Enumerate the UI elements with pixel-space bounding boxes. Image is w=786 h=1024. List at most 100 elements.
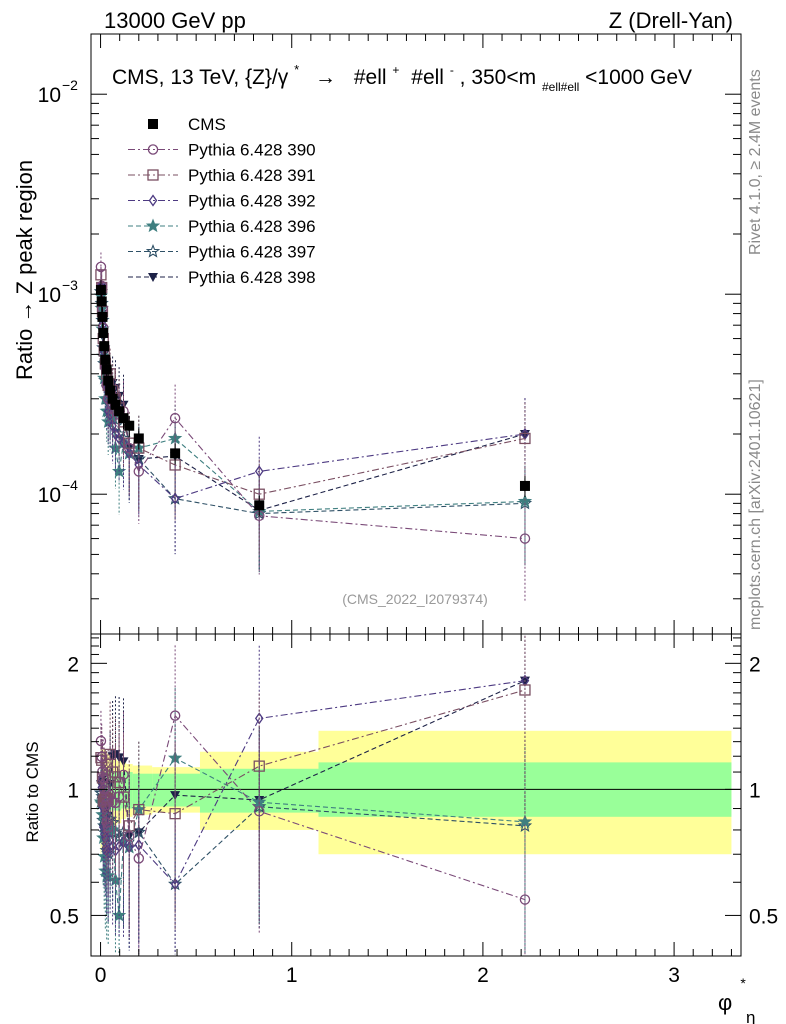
- ratio-tick-label: 1: [67, 779, 79, 802]
- y-tick-label: 10: [38, 484, 61, 507]
- series-line-6: [100, 287, 526, 511]
- legend-marker-3: [148, 194, 158, 207]
- x-tick-label: 0: [95, 964, 107, 987]
- ratio-bands: [100, 730, 732, 855]
- point-0-16: [254, 500, 265, 511]
- legend-label-3: Pythia 6.428 392: [188, 192, 316, 211]
- point-0-0: [95, 284, 106, 295]
- ratio-point-5-16: [252, 799, 267, 813]
- point-1-14: [133, 466, 145, 477]
- ratio-point-1-17: [519, 894, 531, 905]
- ratio-point-1-10: [110, 797, 121, 809]
- ratio-point-1-1: [96, 751, 107, 763]
- title-star: *: [294, 62, 299, 77]
- legend: CMS Pythia 6.428 390 Pythia 6.428 391 Pythi…: [128, 115, 316, 287]
- point-0-14: [133, 433, 144, 444]
- legend-marker-6: [148, 273, 158, 282]
- title-range-a: , 350<m: [460, 66, 536, 89]
- ratio-plot: 0 1 2 3 0.5 0.5 1 1 2 2: [50, 34, 778, 987]
- title-main: CMS, 13 TeV, {Z}/γ: [112, 66, 289, 89]
- point-0-13: [124, 420, 135, 431]
- ratio-point-1-3: [97, 773, 109, 784]
- y-ticks: 10−410−310−2: [38, 33, 741, 635]
- point-0-3: [98, 327, 109, 338]
- point-0-6: [101, 364, 112, 375]
- series-line-4: [100, 295, 525, 512]
- title-ell1: #ell: [354, 66, 387, 89]
- ratio-point-4-17: [517, 814, 533, 828]
- point-0-8: [105, 385, 116, 396]
- point-0-17: [519, 480, 530, 491]
- legend-marker-1: [147, 144, 159, 155]
- band-inner-14: [132, 773, 153, 807]
- ratio-point-1-6: [101, 817, 112, 828]
- ratio-point-1-7: [102, 822, 114, 833]
- title-range-b: <1000 GeV: [585, 66, 692, 89]
- point-0-10: [110, 399, 121, 410]
- legend-label-4: Pythia 6.428 396: [188, 217, 316, 236]
- x-axis-label-sub: η: [746, 1008, 755, 1024]
- ratio-point-1-12: [118, 769, 129, 781]
- series-4: [93, 281, 533, 571]
- ratio-series-line-2: [100, 689, 526, 828]
- series-line-3: [100, 285, 526, 500]
- y-axis-label: Ratio → Z peak region: [12, 160, 37, 380]
- legend-label-5: Pythia 6.428 397: [188, 243, 316, 262]
- title-minus: -: [450, 63, 454, 77]
- point-1-17: [519, 533, 531, 544]
- x-tick-label: 2: [477, 964, 489, 987]
- series-1: [95, 252, 531, 601]
- title-ell2: #ell: [411, 66, 444, 89]
- point-0-15: [170, 448, 181, 459]
- point-0-12: [118, 413, 129, 424]
- ratio-tick-label-right: 0.5: [749, 905, 778, 928]
- legend-marker-2: [147, 169, 159, 181]
- point-0-9: [107, 393, 118, 404]
- x-ticks: 0 1 2 3: [95, 34, 732, 987]
- series-3: [96, 271, 530, 555]
- chart-title: CMS, 13 TeV, {Z}/γ * → #ell + #ell - , 3…: [112, 56, 692, 96]
- ratio-tick-label-right: 2: [749, 653, 761, 676]
- title-sub: #ell#ell: [542, 80, 579, 94]
- ratio-point-1-13: [123, 831, 135, 842]
- rivet-label: Rivet 4.1.0, ≥ 2.4M events: [747, 69, 764, 255]
- header-left: 13000 GeV pp: [104, 8, 246, 33]
- ratio-point-1-11: [113, 791, 125, 802]
- point-0-4: [99, 341, 110, 352]
- point-1-0: [95, 261, 107, 273]
- header-right: Z (Drell-Yan): [609, 8, 733, 33]
- legend-label-2: Pythia 6.428 391: [188, 166, 316, 185]
- x-axis-label-sup: *: [740, 975, 746, 991]
- y-tick-exponent: −4: [62, 477, 78, 493]
- x-axis-label-main: φ: [718, 990, 732, 1015]
- legend-label-1: Pythia 6.428 390: [188, 141, 316, 160]
- ratio-tick-label-right: 1: [749, 779, 761, 802]
- series-0: [95, 280, 530, 517]
- ratio-point-1-15: [169, 710, 181, 721]
- ratio-series-1: [95, 645, 531, 955]
- series-line-2: [100, 274, 526, 495]
- x-tick-label: 1: [286, 964, 298, 987]
- mcplots-label: mcplots.cern.ch [arXiv:2401.10621]: [747, 379, 764, 630]
- band-inner-15: [152, 773, 200, 807]
- point-1-15: [169, 412, 181, 424]
- point-0-11: [114, 406, 125, 417]
- series-5: [93, 277, 533, 573]
- y-tick-exponent: −3: [62, 277, 78, 293]
- legend-marker-4: [145, 218, 161, 233]
- ratio-point-1-14: [133, 853, 145, 864]
- point-0-1: [96, 296, 107, 307]
- point-0-7: [103, 375, 114, 386]
- ratio-frame: [90, 633, 742, 957]
- legend-label-6: Pythia 6.428 398: [188, 268, 316, 287]
- title-arrow: →: [315, 66, 336, 89]
- ratio-point-2-17: [519, 684, 531, 696]
- y-tick-label: 10: [38, 284, 61, 307]
- point-1-13: [123, 442, 135, 454]
- ratio-point-1-16: [253, 806, 265, 817]
- point-0-2: [97, 311, 108, 322]
- y-tick-label: 10: [38, 84, 61, 107]
- ratio-point-1-2: [97, 766, 108, 777]
- point-2-17: [519, 432, 531, 445]
- watermark: (CMS_2022_I2079374): [342, 591, 488, 607]
